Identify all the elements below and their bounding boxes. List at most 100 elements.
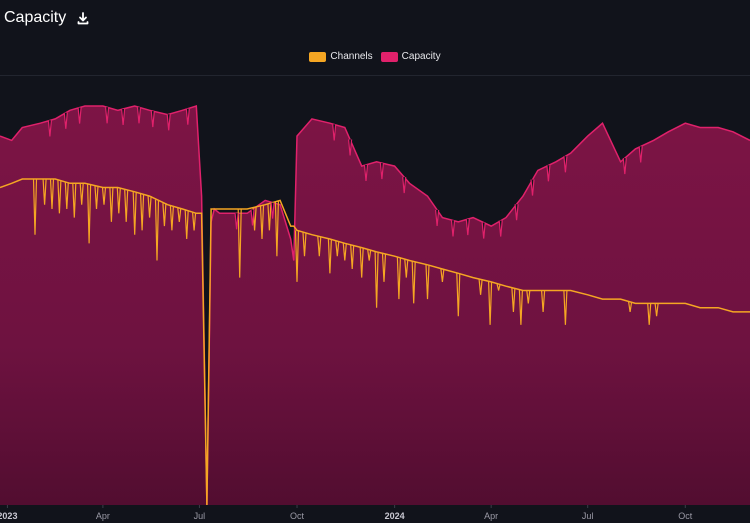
channels-dip (192, 212, 197, 231)
channels-dip (628, 301, 633, 312)
capacity-dip (150, 111, 155, 128)
channels-dip (132, 191, 137, 235)
channels-dip (478, 279, 483, 295)
x-tick-label: Oct (678, 511, 693, 521)
legend-item-channels[interactable]: Channels (309, 51, 373, 62)
legend-item-capacity[interactable]: Capacity (380, 51, 441, 62)
channels-dip (154, 199, 160, 261)
channels-dip (274, 201, 279, 257)
capacity-dip (402, 177, 407, 194)
channels-dip (359, 247, 364, 278)
channels-dip (49, 178, 55, 210)
channels-dip (57, 180, 62, 214)
capacity-dip (77, 107, 82, 124)
channels-dip (335, 241, 340, 257)
channels-dip (327, 238, 332, 274)
channels-dip (496, 283, 501, 291)
channels-dip (237, 208, 242, 278)
x-tick-label: Jul (194, 511, 206, 521)
channels-dip (367, 249, 372, 261)
channels-dip (411, 261, 416, 304)
channels-dip (42, 178, 47, 205)
channels-dip (94, 185, 99, 210)
capacity-dip (450, 220, 456, 237)
channels-dip (518, 289, 523, 325)
channels-dip (488, 281, 493, 325)
channels-dip (259, 205, 265, 240)
capacity-dip (270, 202, 275, 219)
header-divider (0, 75, 750, 76)
channels-dip (72, 183, 77, 218)
chart-header: Capacity (0, 0, 750, 36)
channels-dip (396, 257, 401, 300)
legend-label-channels: Channels (330, 51, 373, 62)
x-tick-label: 2024 (385, 511, 405, 521)
channels-dip (177, 208, 182, 222)
channels-dip (317, 236, 322, 257)
legend-label-capacity: Capacity (401, 51, 441, 62)
capacity-area (0, 106, 750, 505)
channels-dip (64, 182, 69, 210)
channels-dip (162, 203, 167, 227)
channels-dip (541, 290, 546, 312)
channels-dip (404, 259, 409, 278)
channels-dip (140, 193, 145, 231)
channels-dip (350, 245, 355, 270)
capacity-dip (465, 219, 470, 236)
channels-dip (342, 243, 347, 261)
legend: Channels Capacity (0, 51, 750, 62)
capacity-dip (166, 114, 171, 131)
channels-dip (79, 183, 84, 205)
capacity-dip (498, 220, 503, 237)
chart-title: Capacity (4, 9, 67, 26)
channels-dip (511, 288, 516, 312)
capacity-dip (105, 107, 110, 124)
capacity-dip (435, 209, 440, 226)
capacity-line (0, 104, 750, 506)
capacity-dip (481, 222, 486, 239)
channels-dip (526, 290, 531, 304)
channels-dip (302, 232, 307, 257)
channels-dip (381, 253, 387, 282)
channels-dip (109, 187, 114, 222)
capacity-dip (622, 158, 627, 175)
legend-swatch-channels (309, 51, 327, 62)
capacity-dip (47, 120, 52, 137)
capacity-dip (136, 107, 142, 124)
channels-dip (563, 290, 568, 325)
channels-dip (116, 187, 121, 214)
capacity-dip (250, 209, 255, 226)
x-tick-label: 2023 (0, 511, 17, 521)
legend-swatch-capacity (380, 51, 398, 62)
capacity-dip (546, 165, 551, 182)
capacity-dip (563, 156, 568, 173)
capacity-dip (348, 139, 353, 156)
capacity-dip (638, 146, 643, 163)
channels-dip (169, 205, 174, 231)
x-tick-label: Oct (290, 511, 305, 521)
x-tick-label: Apr (484, 511, 498, 521)
x-tick-label: Apr (96, 511, 110, 521)
channels-dip (294, 230, 300, 282)
capacity-dip (514, 204, 519, 221)
download-icon[interactable] (76, 11, 90, 25)
channels-dip (87, 184, 92, 244)
channels-dip (184, 210, 189, 240)
channels-dip (647, 303, 652, 325)
capacity-dip (63, 112, 68, 129)
channels-dip (267, 203, 272, 231)
capacity-dip (363, 164, 369, 181)
capacity-dip (379, 163, 384, 180)
channels-dip (32, 178, 38, 235)
channels-dip (124, 189, 129, 222)
channels-dip (425, 264, 430, 300)
capacity-dip (234, 213, 239, 230)
capacity-dip (121, 108, 126, 126)
capacity-dip (185, 108, 190, 125)
capacity-dip (530, 179, 535, 196)
channels-dip (374, 251, 379, 308)
channels-dip (456, 273, 461, 317)
capacity-dip (332, 124, 337, 141)
channels-dip (147, 196, 152, 218)
